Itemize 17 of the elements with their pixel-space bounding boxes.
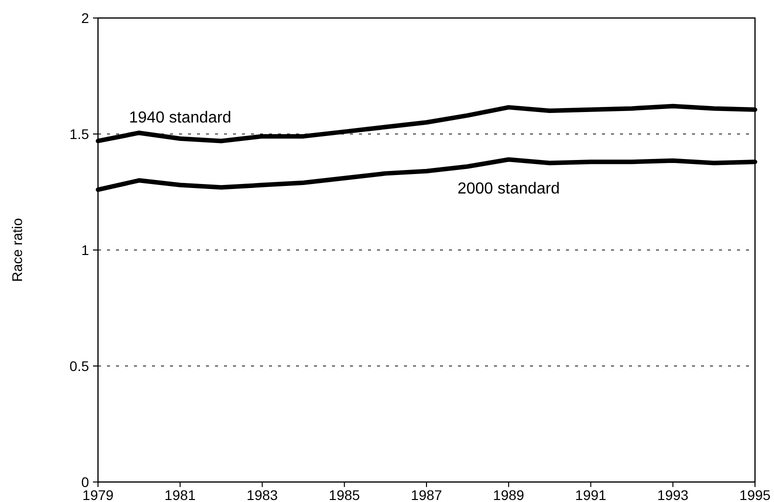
x-tick-label: 1991: [575, 487, 607, 502]
x-tick-label: 1979: [82, 487, 114, 502]
series-label: 1940 standard: [128, 110, 232, 127]
series-label: 2000 standard: [457, 180, 560, 198]
x-tick-label: 1995: [739, 487, 771, 502]
y-tick-label: 0: [81, 474, 90, 490]
x-tick-label: 1983: [246, 487, 278, 502]
y-tick-label: 1: [81, 242, 90, 258]
x-tick-label: 1981: [164, 487, 196, 502]
y-tick-label: 0.5: [70, 358, 90, 374]
x-tick-label: 1985: [328, 487, 360, 502]
y-tick-label: 1.5: [70, 126, 90, 142]
x-tick-label: 1987: [410, 487, 442, 502]
x-tick-label: 1989: [493, 487, 524, 502]
x-tick-label: 1993: [657, 487, 689, 502]
y-axis-title: Race ratio: [9, 218, 25, 282]
y-tick-label: 2: [81, 10, 90, 26]
